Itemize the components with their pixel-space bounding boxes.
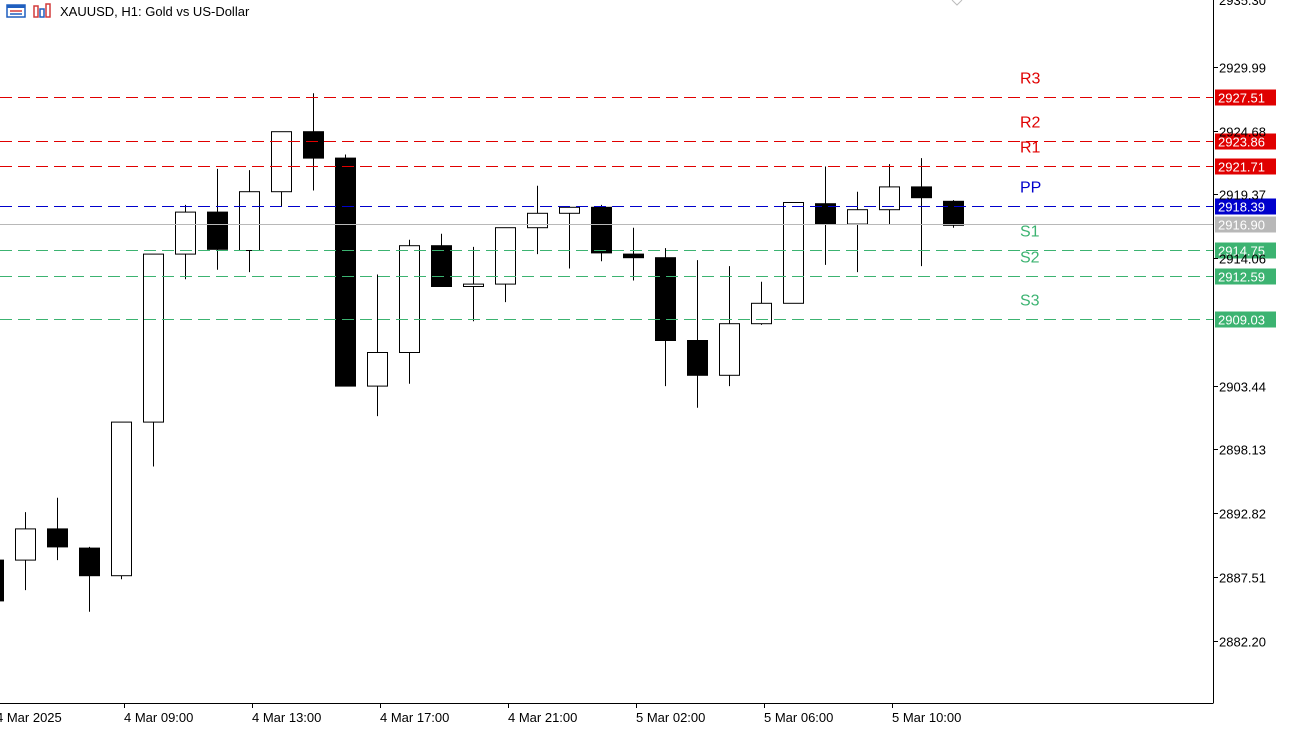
price-tag-text: 2927.51 — [1218, 91, 1265, 106]
x-tick-label: 4 Mar 17:00 — [380, 710, 449, 725]
level-label: S2 — [1020, 250, 1040, 267]
price-tag-text: 2916.90 — [1218, 218, 1265, 233]
candle-body — [719, 323, 740, 376]
price-tag — [1215, 158, 1276, 175]
candle-body — [783, 202, 804, 304]
candle-body — [239, 191, 260, 251]
price-tag — [1215, 311, 1276, 328]
x-tick-label: 5 Mar 10:00 — [892, 710, 961, 725]
candle-body — [15, 528, 36, 561]
level-label: PP — [1020, 180, 1041, 197]
candle-body — [175, 211, 196, 255]
y-tick-label: 2924.68 — [1219, 125, 1266, 140]
y-tick-label: 2882.20 — [1219, 635, 1266, 650]
level-label: S1 — [1020, 224, 1040, 241]
candle-body — [847, 209, 868, 225]
candle-body — [367, 352, 388, 387]
candle-body — [303, 131, 324, 159]
y-tick-label: 2919.37 — [1219, 188, 1266, 203]
price-tag-text: 2912.59 — [1218, 270, 1265, 285]
price-tag — [1215, 268, 1276, 285]
x-tick-label: 4 Mar 2025 — [0, 710, 62, 725]
candle-body — [655, 257, 676, 342]
candle-body — [943, 200, 964, 226]
candle-body — [687, 340, 708, 376]
y-tick-label: 2903.44 — [1219, 380, 1266, 395]
price-tag — [1215, 89, 1276, 106]
y-tick-label: 2887.51 — [1219, 571, 1266, 586]
scroll-caret-icon[interactable] — [951, 0, 963, 6]
candle-body — [879, 186, 900, 211]
price-tag-text: 2923.86 — [1218, 135, 1265, 150]
candle-body — [591, 206, 612, 254]
level-label: R2 — [1020, 115, 1041, 132]
candle-body — [399, 245, 420, 353]
candle-body — [0, 559, 4, 602]
price-tag-text: 2914.75 — [1218, 244, 1265, 259]
level-label: R3 — [1020, 71, 1041, 88]
candle-body — [623, 253, 644, 259]
price-tag — [1215, 133, 1276, 150]
candle-body — [751, 302, 772, 325]
price-tag-text: 2921.71 — [1218, 160, 1265, 175]
candle-body — [463, 283, 484, 288]
level-label: R1 — [1020, 140, 1041, 157]
candle-body — [527, 212, 548, 229]
candle-body — [335, 157, 356, 387]
x-tick-label: 5 Mar 06:00 — [764, 710, 833, 725]
x-tick-label: 4 Mar 13:00 — [252, 710, 321, 725]
y-tick-label: 2929.99 — [1219, 61, 1266, 76]
candle-body — [111, 421, 132, 577]
candle-body — [143, 253, 164, 423]
price-tag — [1215, 216, 1276, 233]
x-tick-label: 4 Mar 21:00 — [508, 710, 577, 725]
price-tag-text: 2918.39 — [1218, 200, 1265, 215]
candle-body — [559, 206, 580, 214]
candle-body — [271, 131, 292, 193]
x-tick-label: 5 Mar 02:00 — [636, 710, 705, 725]
price-tag — [1215, 198, 1276, 215]
y-tick-label: 2914.06 — [1219, 252, 1266, 267]
candle-body — [495, 227, 516, 285]
y-tick-label: 2892.82 — [1219, 507, 1266, 522]
candle-body — [79, 547, 100, 577]
chart-title-bar: XAUUSD, H1: Gold vs US-Dollar — [6, 2, 249, 20]
chart-title: XAUUSD, H1: Gold vs US-Dollar — [60, 3, 250, 19]
price-tag — [1215, 242, 1276, 259]
candle-body — [47, 528, 68, 548]
candle-body — [431, 245, 452, 287]
x-tick-label: 4 Mar 09:00 — [124, 710, 193, 725]
level-label: S3 — [1020, 293, 1040, 310]
price-tag-text: 2909.03 — [1218, 313, 1265, 328]
candle-body — [911, 186, 932, 199]
chart-bars-icon[interactable] — [32, 3, 52, 19]
y-tick-label: 2898.13 — [1219, 443, 1266, 458]
candle-body — [207, 211, 228, 250]
y-tick-label: 2935.30 — [1219, 0, 1266, 8]
table-icon[interactable] — [6, 3, 26, 19]
